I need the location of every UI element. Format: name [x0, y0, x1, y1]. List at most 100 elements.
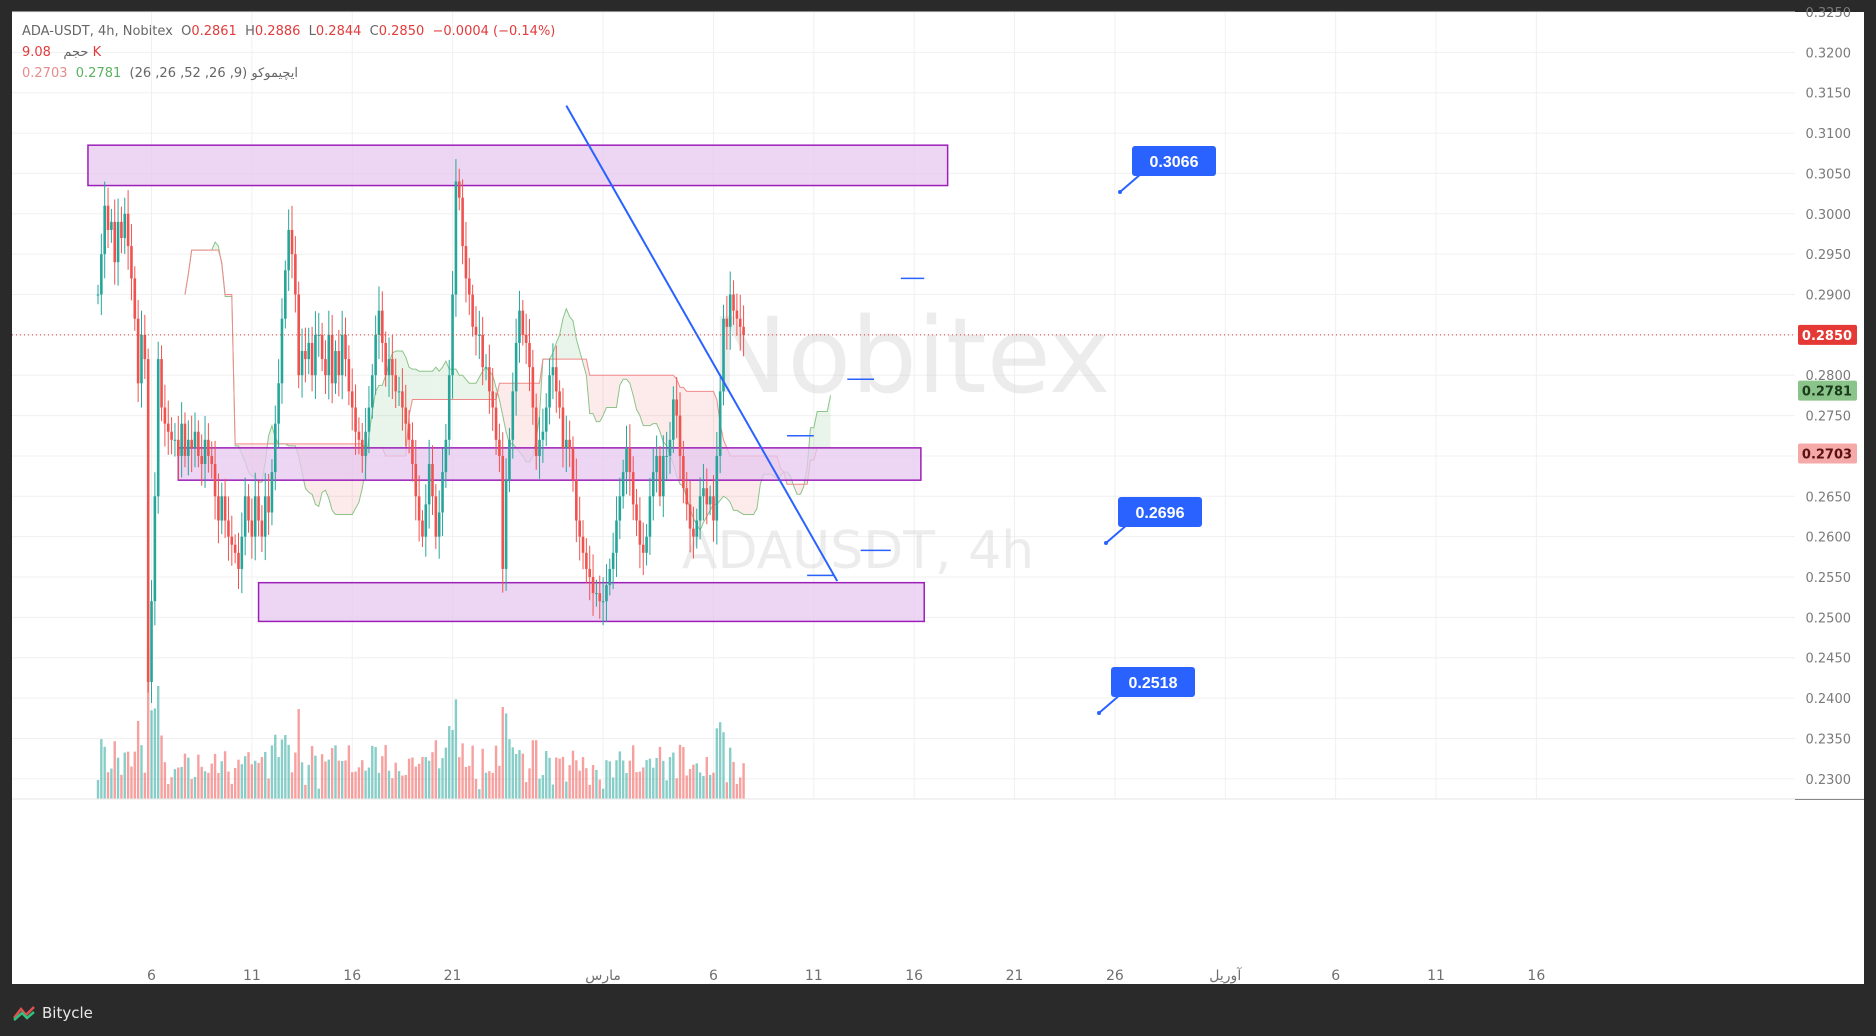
volume-bar — [177, 767, 180, 799]
volume-bar — [648, 758, 652, 799]
x-tick-label: 26 — [1106, 968, 1124, 984]
candle-body — [682, 455, 685, 489]
volume-bar — [501, 706, 504, 799]
candle-body — [384, 342, 387, 376]
volume-bar — [146, 649, 150, 799]
candle-body — [658, 455, 662, 497]
ichimoku-cloud-segment — [569, 316, 573, 360]
candle-body — [621, 472, 625, 497]
candle-body — [391, 359, 394, 376]
price-zone — [257, 581, 925, 623]
ichimoku-cloud-segment — [482, 367, 487, 400]
volume-bar — [110, 768, 113, 799]
candle-body — [688, 504, 692, 529]
brand-logo[interactable]: Bitycle — [12, 1004, 93, 1022]
candlestick-chart[interactable]: Nobitex ADAUSDT, 4h 0.3066 0.2696 0.2518 0.32… — [0, 0, 1876, 996]
volume-bar — [143, 772, 147, 799]
x-tick-label: 16 — [905, 968, 923, 984]
candle-body — [471, 294, 474, 327]
volume-bar — [160, 735, 163, 799]
volume-bar — [391, 778, 394, 799]
candle-body — [381, 310, 384, 343]
candle-body — [514, 342, 518, 392]
candle-body — [340, 334, 344, 376]
volume-bar — [126, 751, 130, 799]
x-tick-label: 16 — [1527, 968, 1545, 984]
ichimoku-cloud-segment — [516, 383, 520, 452]
ichimoku-cloud-segment — [442, 361, 446, 400]
ichimoku-cloud-segment — [235, 443, 239, 446]
candle-body — [130, 246, 133, 279]
ichimoku-cloud-segment — [215, 242, 219, 251]
candle-body — [611, 552, 615, 569]
candle-body — [367, 407, 371, 432]
candle-body — [554, 367, 558, 392]
candle-body — [568, 439, 571, 448]
candle-body — [464, 246, 468, 279]
volume-bar — [284, 735, 287, 799]
ichimoku-cloud-segment — [452, 369, 456, 400]
candle-body — [575, 480, 578, 521]
candle-body — [565, 439, 568, 448]
ichimoku-cloud-segment — [820, 411, 824, 448]
ichimoku-cloud-segment — [225, 294, 229, 297]
candle-body — [334, 351, 337, 384]
price-badge — [1798, 324, 1857, 345]
volume-bar — [508, 739, 511, 799]
candle-body — [320, 334, 324, 360]
legend-ohlc: ADA-USDT, 4h, Nobitex O0.2861 H0.2886 L0… — [22, 24, 555, 39]
candle-body — [541, 431, 545, 440]
volume-bar — [237, 759, 240, 799]
callout-box — [1111, 667, 1195, 697]
candle-body — [273, 423, 277, 473]
candle-body — [571, 447, 575, 481]
volume-bar — [518, 750, 521, 799]
brand-name: Bitycle — [42, 1004, 93, 1022]
volume-bar — [568, 765, 571, 799]
callout-box — [1132, 146, 1216, 176]
volume-bar — [451, 729, 454, 799]
candle-body — [377, 310, 381, 335]
callout-label: 0.2518 — [1129, 675, 1178, 692]
candle-body — [668, 439, 672, 456]
ichimoku-cloud-segment — [422, 371, 426, 400]
candle-body — [307, 342, 311, 360]
ichimoku-cloud-segment — [562, 308, 567, 360]
candle-body — [317, 334, 321, 336]
volume-bar — [581, 757, 585, 799]
candle-body — [96, 294, 100, 296]
volume-bar — [300, 762, 304, 799]
ichimoku-cloud-segment — [643, 375, 647, 426]
callout-anchor — [1118, 190, 1122, 194]
volume-bar — [561, 756, 565, 799]
x-tick-label: 11 — [243, 968, 261, 984]
candle-body — [304, 351, 307, 360]
candle-body — [267, 496, 270, 513]
volume-bar — [250, 764, 254, 799]
volume-bar — [387, 770, 391, 799]
volume-bar — [243, 756, 247, 799]
y-tick-label: 0.3250 — [1806, 6, 1852, 21]
ichimoku-cloud-segment — [455, 369, 460, 400]
candle-body — [651, 472, 655, 497]
candle-body — [140, 334, 143, 384]
ichimoku-cloud-segment — [623, 375, 627, 380]
ichimoku-cloud-segment — [629, 375, 634, 396]
volume-bar — [173, 769, 177, 799]
candle-body — [498, 439, 501, 456]
volume-bar — [444, 747, 448, 799]
candle-body — [478, 334, 481, 336]
callout-anchor — [1097, 711, 1101, 715]
candle-body — [113, 221, 117, 263]
volume-bar — [187, 757, 190, 799]
ichimoku-cloud-segment — [268, 425, 272, 444]
x-tick-label: 21 — [1006, 968, 1024, 984]
volume-bar — [468, 765, 471, 799]
volume-bar — [264, 751, 267, 799]
volume-bar — [712, 772, 715, 799]
x-tick-label: 11 — [805, 968, 823, 984]
ichimoku-cloud-segment — [817, 411, 821, 448]
ichimoku-cloud-segment — [469, 383, 473, 400]
candle-body — [173, 439, 177, 441]
ichimoku-cloud-segment — [646, 375, 650, 426]
